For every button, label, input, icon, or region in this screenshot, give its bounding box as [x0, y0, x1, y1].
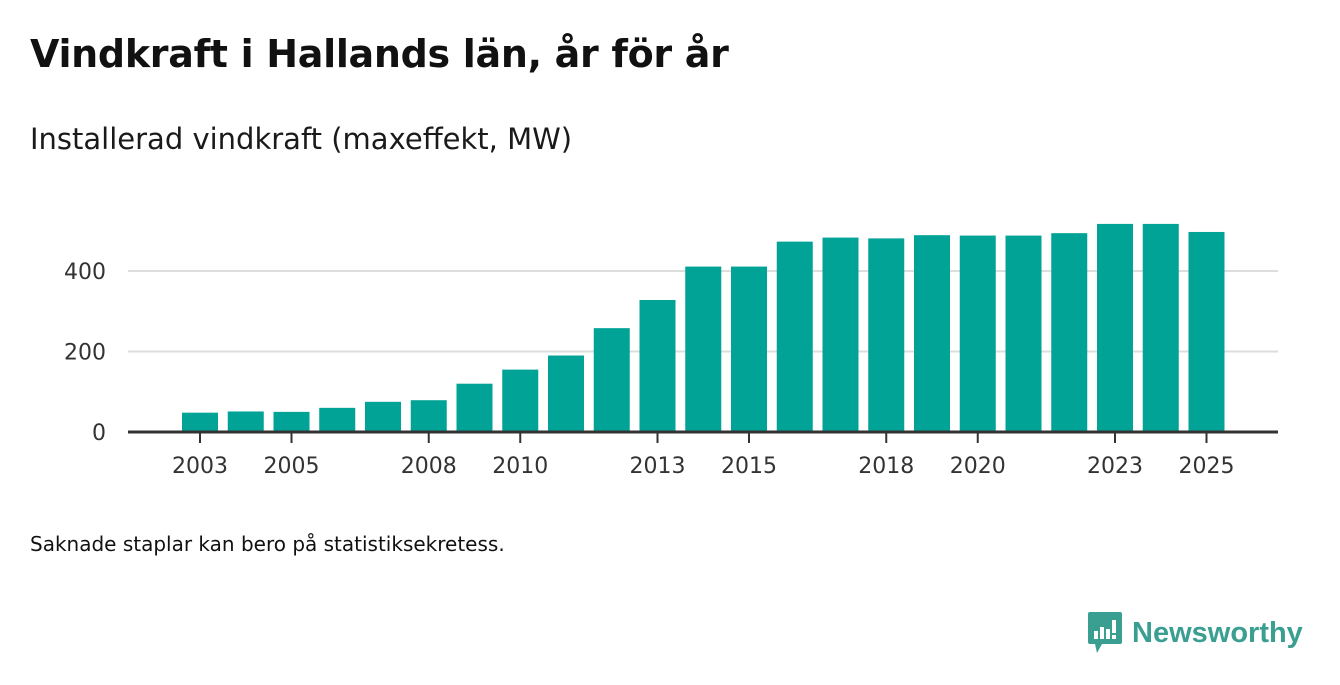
- brand-name: Newsworthy: [1132, 616, 1303, 649]
- bar-2004: [227, 411, 264, 432]
- bar-2019: [914, 235, 950, 432]
- bars: [182, 223, 1225, 432]
- y-axis-labels: 0 200 400: [64, 260, 106, 446]
- bar-2010: [502, 369, 539, 432]
- bar-chart-speech-bubble-icon: [1088, 612, 1122, 653]
- chart-title: Vindkraft i Hallands län, år för år: [30, 32, 729, 76]
- bar-2003: [182, 412, 218, 432]
- bar-2021: [1005, 235, 1042, 432]
- bar-2012: [593, 328, 630, 432]
- bar-chart: 0 200 400 2003 2005 2008 2010 2013 2015 2018 2020…: [64, 223, 1278, 479]
- x-tick-label: 2008: [401, 454, 457, 479]
- newsworthy-logo: Newsworthy: [1088, 612, 1303, 654]
- bar-2020: [959, 235, 996, 432]
- bar-2015: [731, 266, 767, 432]
- bar-2011: [548, 355, 584, 432]
- y-tick-label: 0: [92, 421, 106, 446]
- bar-2006: [319, 407, 356, 432]
- x-axis-labels: 2003 2005 2008 2010 2013 2015 2018 2020 2023 2025: [172, 454, 1235, 479]
- bar-2018: [868, 238, 905, 432]
- bar-2008: [410, 400, 447, 432]
- x-tick-label: 2005: [264, 454, 320, 479]
- x-tick-label: 2015: [721, 454, 777, 479]
- bar-2009: [456, 383, 493, 432]
- y-tick-label: 400: [64, 260, 106, 285]
- bar-2005: [273, 411, 310, 432]
- bar-2014: [685, 266, 722, 432]
- x-tick-label: 2023: [1087, 454, 1143, 479]
- x-tick-label: 2025: [1179, 454, 1235, 479]
- bar-2017: [822, 237, 859, 432]
- bar-2023: [1097, 223, 1133, 432]
- bar-2025: [1188, 231, 1225, 432]
- bar-2022: [1051, 233, 1088, 432]
- bar-2016: [776, 241, 813, 432]
- x-axis: [128, 430, 1278, 443]
- bar-2024: [1142, 223, 1179, 432]
- x-tick-label: 2003: [172, 454, 228, 479]
- chart-subtitle: Installerad vindkraft (maxeffekt, MW): [30, 122, 573, 156]
- bar-2013: [639, 299, 676, 432]
- x-tick-label: 2018: [858, 454, 914, 479]
- footnote: Saknade staplar kan bero på statistiksek…: [30, 532, 505, 556]
- bar-2007: [365, 401, 401, 432]
- x-tick-label: 2020: [950, 454, 1006, 479]
- x-tick-label: 2010: [492, 454, 548, 479]
- y-tick-label: 200: [64, 341, 106, 366]
- x-tick-label: 2013: [630, 454, 686, 479]
